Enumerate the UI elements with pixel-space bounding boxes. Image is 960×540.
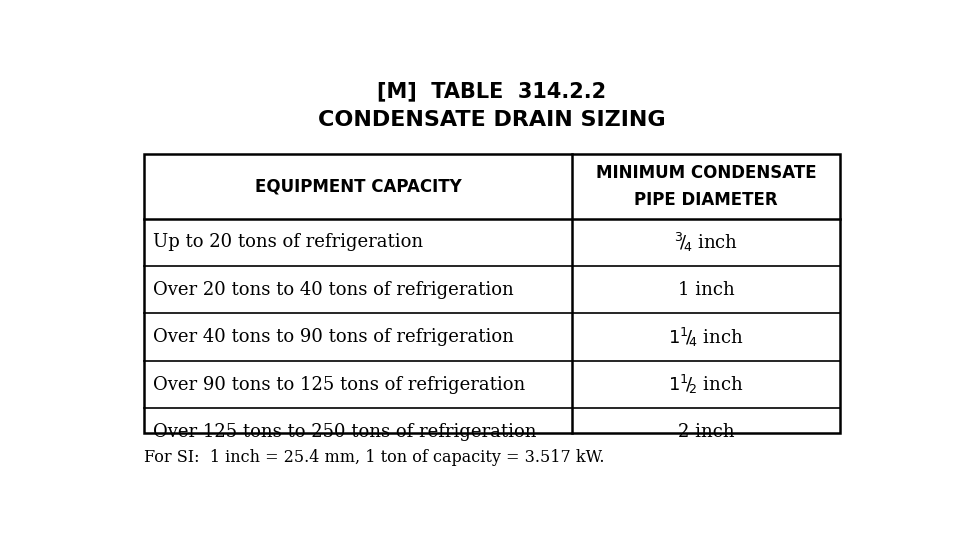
Text: PIPE DIAMETER: PIPE DIAMETER: [635, 191, 778, 209]
Text: MINIMUM CONDENSATE: MINIMUM CONDENSATE: [596, 164, 816, 181]
Text: CONDENSATE DRAIN SIZING: CONDENSATE DRAIN SIZING: [318, 110, 666, 130]
Text: Over 90 tons to 125 tons of refrigeration: Over 90 tons to 125 tons of refrigeratio…: [153, 375, 525, 394]
Text: 1 inch: 1 inch: [678, 281, 734, 299]
Text: EQUIPMENT CAPACITY: EQUIPMENT CAPACITY: [254, 178, 462, 195]
Text: $^3\!/\!_4$ inch: $^3\!/\!_4$ inch: [674, 231, 738, 254]
Text: Up to 20 tons of refrigeration: Up to 20 tons of refrigeration: [153, 233, 422, 251]
Text: [M]  TABLE  314.2.2: [M] TABLE 314.2.2: [377, 82, 607, 102]
Text: Over 20 tons to 40 tons of refrigeration: Over 20 tons to 40 tons of refrigeration: [153, 281, 514, 299]
Text: Over 40 tons to 90 tons of refrigeration: Over 40 tons to 90 tons of refrigeration: [153, 328, 514, 346]
Text: $1^1\!/\!_2$ inch: $1^1\!/\!_2$ inch: [668, 373, 744, 396]
Text: $1^1\!/\!_4$ inch: $1^1\!/\!_4$ inch: [668, 326, 744, 349]
Text: Over 125 tons to 250 tons of refrigeration: Over 125 tons to 250 tons of refrigerati…: [153, 423, 537, 441]
Text: For SI:  1 inch = 25.4 mm, 1 ton of capacity = 3.517 kW.: For SI: 1 inch = 25.4 mm, 1 ton of capac…: [144, 449, 604, 466]
Text: 2 inch: 2 inch: [678, 423, 734, 441]
Bar: [144, 154, 840, 433]
